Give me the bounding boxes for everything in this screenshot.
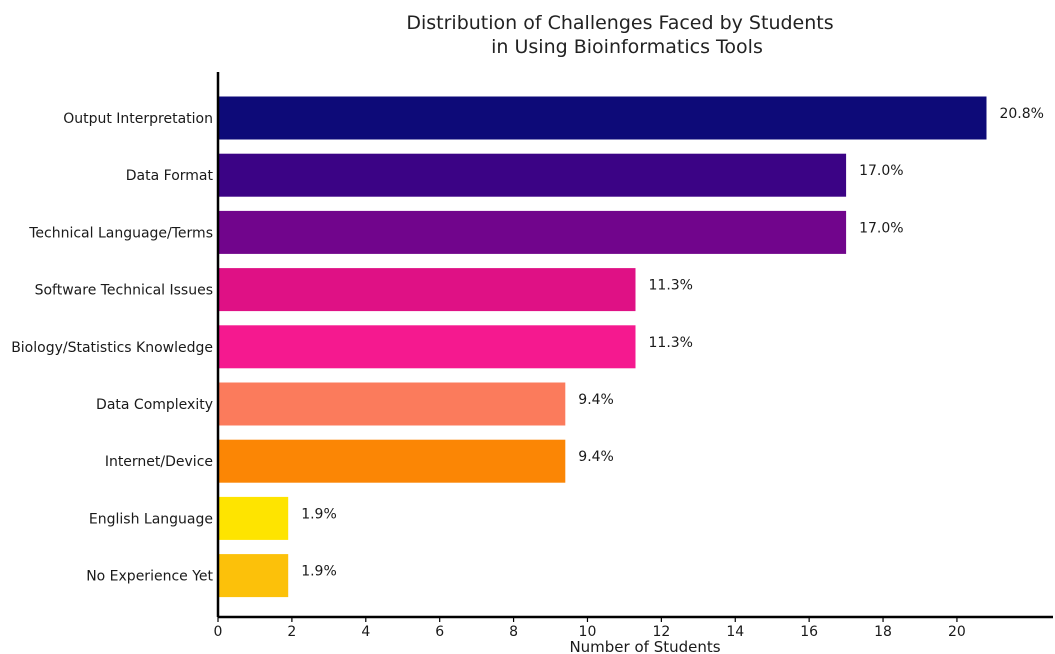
bar-1 [218, 153, 847, 197]
category-label-6: Internet/Device [105, 454, 213, 470]
value-label-3: 11.3% [649, 278, 693, 294]
value-label-7: 1.9% [301, 506, 337, 522]
bar-3 [218, 268, 636, 312]
bar-0 [218, 96, 987, 140]
x-axis-ticks: 0 2 4 6 8 10 12 14 16 18 20 [214, 617, 966, 640]
value-label-5: 9.4% [578, 392, 614, 408]
x-tick-label-5: 10 [579, 624, 597, 640]
category-label-4: Biology/Statistics Knowledge [11, 340, 213, 356]
x-tick-label-8: 16 [800, 624, 818, 640]
x-tick-label-0: 0 [214, 624, 223, 640]
category-labels: Output Interpretation Data Format Technica… [11, 111, 213, 585]
x-tick-label-9: 18 [874, 624, 892, 640]
bar-7 [218, 496, 289, 540]
bars-group [218, 96, 987, 598]
value-label-1: 17.0% [859, 163, 903, 179]
chart-title-line-1: Distribution of Challenges Faced by Stud… [406, 12, 833, 34]
value-label-4: 11.3% [649, 335, 693, 351]
value-label-2: 17.0% [859, 220, 903, 236]
x-tick-label-2: 4 [361, 624, 370, 640]
value-label-0: 20.8% [999, 106, 1043, 122]
category-label-2: Technical Language/Terms [28, 225, 213, 241]
category-label-8: No Experience Yet [86, 569, 213, 585]
x-tick-label-3: 6 [435, 624, 444, 640]
x-tick-label-10: 20 [948, 624, 966, 640]
x-tick-label-4: 8 [509, 624, 518, 640]
bar-4 [218, 325, 636, 369]
bar-8 [218, 554, 289, 598]
category-label-3: Software Technical Issues [35, 283, 213, 299]
category-label-0: Output Interpretation [63, 111, 213, 127]
chart-title-line-2: in Using Bioinformatics Tools [491, 36, 763, 58]
value-label-6: 9.4% [578, 449, 614, 465]
value-label-8: 1.9% [301, 564, 337, 580]
bar-2 [218, 210, 847, 254]
category-label-5: Data Complexity [96, 397, 213, 413]
x-tick-label-1: 2 [287, 624, 296, 640]
x-tick-label-7: 14 [726, 624, 744, 640]
x-tick-label-6: 12 [652, 624, 670, 640]
value-labels: 20.8% 17.0% 17.0% 11.3% 11.3% 9.4% 9.4% 1.9% 1.9… [301, 106, 1044, 580]
category-label-7: English Language [89, 511, 213, 527]
x-axis-title: Number of Students [569, 638, 720, 654]
bar-5 [218, 382, 566, 426]
category-label-1: Data Format [126, 168, 214, 184]
bar-6 [218, 439, 566, 483]
